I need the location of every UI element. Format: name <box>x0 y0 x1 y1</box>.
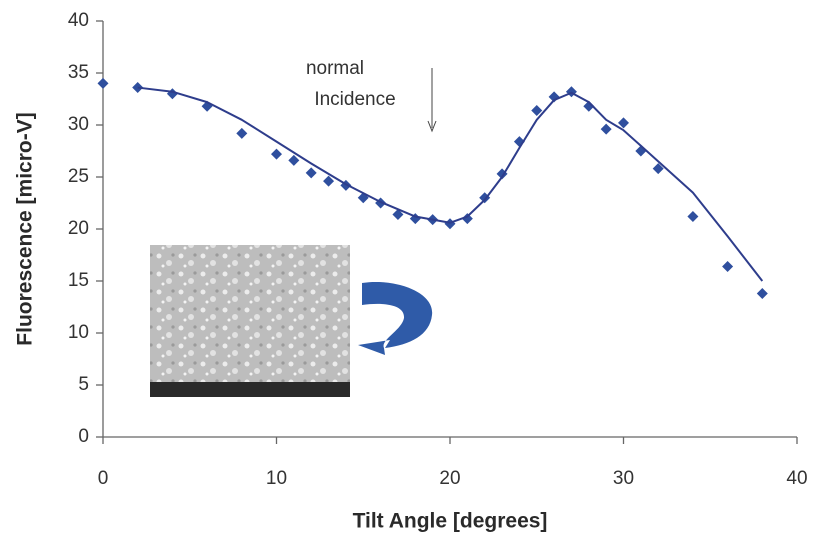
data-point <box>687 211 699 223</box>
x-tick-label: 20 <box>439 468 460 489</box>
data-point <box>756 287 768 299</box>
annotation: normal <box>306 58 364 79</box>
y-tick-label: 40 <box>68 10 89 31</box>
x-tick-label: 40 <box>786 468 807 489</box>
x-tick-label: 0 <box>98 468 109 489</box>
y-axis-label: Fluorescence [micro-V] <box>14 112 37 345</box>
annotation-arrow <box>427 68 437 133</box>
data-point <box>305 167 317 179</box>
x-tick-label: 30 <box>613 468 634 489</box>
data-point <box>323 175 335 187</box>
y-tick-label: 35 <box>68 62 89 83</box>
data-point <box>444 218 456 230</box>
data-point <box>531 104 543 116</box>
data-point <box>461 213 473 225</box>
data-point <box>618 117 629 129</box>
fit-line <box>137 86 764 282</box>
y-tick-label: 15 <box>68 270 89 291</box>
data-point <box>392 208 404 220</box>
y-tick-label: 0 <box>78 426 89 447</box>
y-tick-label: 30 <box>68 114 89 135</box>
data-point <box>652 163 664 175</box>
data-point <box>600 123 612 135</box>
x-axis-label: Tilt Angle [degrees] <box>353 510 548 533</box>
y-tick-label: 25 <box>68 166 89 187</box>
data-point <box>236 127 248 139</box>
data-point <box>97 77 109 89</box>
scale-bar <box>150 382 350 397</box>
y-tick-label: 20 <box>68 218 89 239</box>
data-point <box>635 145 647 157</box>
data-point <box>271 148 282 160</box>
data-point <box>722 260 734 272</box>
micrograph <box>150 245 350 385</box>
y-tick-label: 10 <box>68 322 89 343</box>
x-tick-label: 10 <box>266 468 287 489</box>
data-point <box>288 154 300 166</box>
inset-image <box>150 245 433 397</box>
annotation: Incidence <box>314 89 395 110</box>
y-tick-label: 5 <box>78 374 89 395</box>
rotation-arrow <box>358 281 433 355</box>
